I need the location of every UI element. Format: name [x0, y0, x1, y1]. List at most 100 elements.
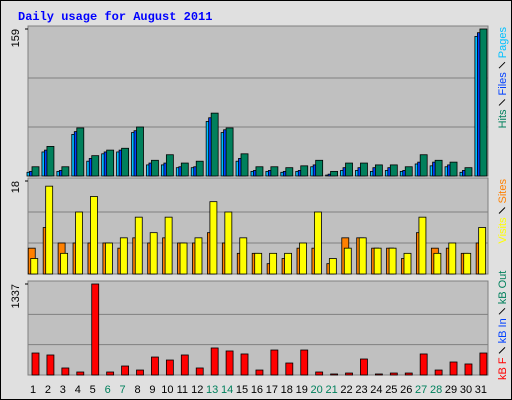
- bar: [345, 372, 353, 376]
- legend-separator: [498, 207, 506, 214]
- bar: [46, 354, 55, 376]
- y-tick-label: 18: [10, 181, 22, 193]
- x-tick-label: 14: [221, 384, 233, 396]
- bar: [270, 166, 279, 177]
- legend-label: Files: [497, 72, 509, 96]
- x-tick-label: 24: [370, 384, 382, 396]
- x-tick-label: 1: [30, 384, 36, 396]
- legend-separator: [498, 307, 506, 315]
- bar: [210, 112, 219, 177]
- bar: [76, 371, 85, 376]
- legend-label: Hits: [497, 109, 509, 128]
- x-tick-label: 25: [385, 384, 397, 396]
- bar: [105, 242, 113, 275]
- bar: [151, 356, 159, 376]
- x-tick-label: 6: [105, 384, 111, 396]
- x-tick-label: 18: [281, 384, 293, 396]
- bar: [75, 211, 83, 275]
- bar: [31, 166, 40, 177]
- bar: [106, 371, 115, 376]
- bar: [240, 353, 249, 376]
- bar: [91, 155, 100, 177]
- x-tick-label: 13: [206, 384, 218, 396]
- x-tick-label: 27: [415, 384, 427, 396]
- bar: [209, 201, 218, 275]
- bar: [239, 237, 248, 275]
- y-tick-label: 159: [10, 29, 22, 47]
- x-tick-label: 2: [45, 384, 51, 396]
- x-tick-label: 21: [325, 384, 337, 396]
- bar: [151, 159, 159, 177]
- bar: [91, 283, 100, 376]
- bar: [210, 347, 219, 376]
- bar: [180, 354, 189, 376]
- x-tick-label: 30: [460, 384, 472, 396]
- bar: [330, 373, 339, 376]
- bar: [479, 28, 488, 177]
- bar: [360, 358, 368, 376]
- bar: [299, 242, 307, 275]
- bar: [343, 247, 352, 275]
- bar: [90, 196, 98, 275]
- x-tick-label: 12: [191, 384, 203, 396]
- x-tick-label: 10: [161, 384, 173, 396]
- legend-label: kB F: [497, 357, 509, 380]
- bar: [464, 363, 473, 376]
- bar: [374, 373, 383, 376]
- bar: [134, 216, 143, 275]
- bar: [433, 252, 442, 275]
- bar: [300, 349, 309, 376]
- plot-area: [27, 25, 489, 177]
- x-tick-label: 4: [75, 384, 81, 396]
- bar: [434, 159, 443, 177]
- bar: [449, 361, 458, 376]
- bar: [46, 146, 55, 177]
- bar: [404, 166, 413, 177]
- bar: [136, 369, 144, 376]
- bar: [314, 211, 322, 275]
- bar: [76, 127, 85, 177]
- bar: [31, 352, 40, 376]
- x-tick-label: 5: [90, 384, 96, 396]
- bar: [164, 216, 173, 275]
- bar: [121, 365, 129, 376]
- y-tick-label: 1337: [10, 284, 22, 308]
- bar: [374, 164, 383, 177]
- bar: [419, 353, 428, 376]
- bar: [61, 367, 70, 376]
- bar: [225, 350, 234, 376]
- x-tick-label: 16: [251, 384, 263, 396]
- bar: [418, 216, 427, 275]
- bar: [165, 154, 174, 177]
- bar: [449, 161, 458, 177]
- bar: [285, 362, 294, 376]
- bar: [255, 369, 264, 376]
- bar: [61, 166, 70, 177]
- legend-label: Sites: [497, 179, 509, 204]
- bar: [403, 252, 412, 275]
- bar: [240, 153, 249, 177]
- bar: [464, 167, 473, 177]
- bar: [149, 232, 158, 275]
- bar: [194, 237, 203, 275]
- bar: [179, 242, 188, 275]
- x-tick-label: 7: [120, 384, 126, 396]
- x-tick-label: 22: [340, 384, 352, 396]
- legend-separator: [498, 99, 506, 106]
- bar: [389, 164, 398, 177]
- bar: [30, 258, 39, 275]
- bar: [388, 247, 397, 275]
- x-tick-label: 23: [355, 384, 367, 396]
- bar: [121, 147, 129, 177]
- bar: [478, 227, 487, 275]
- legend-separator: [498, 347, 506, 354]
- x-tick-label: 8: [134, 384, 140, 396]
- bar: [315, 371, 324, 376]
- bar: [315, 159, 324, 177]
- legend-label: Pages: [497, 27, 509, 59]
- x-tick-label: 9: [149, 384, 155, 396]
- x-tick-label: 31: [475, 384, 487, 396]
- bar: [330, 170, 339, 177]
- x-tick-label: 3: [60, 384, 66, 396]
